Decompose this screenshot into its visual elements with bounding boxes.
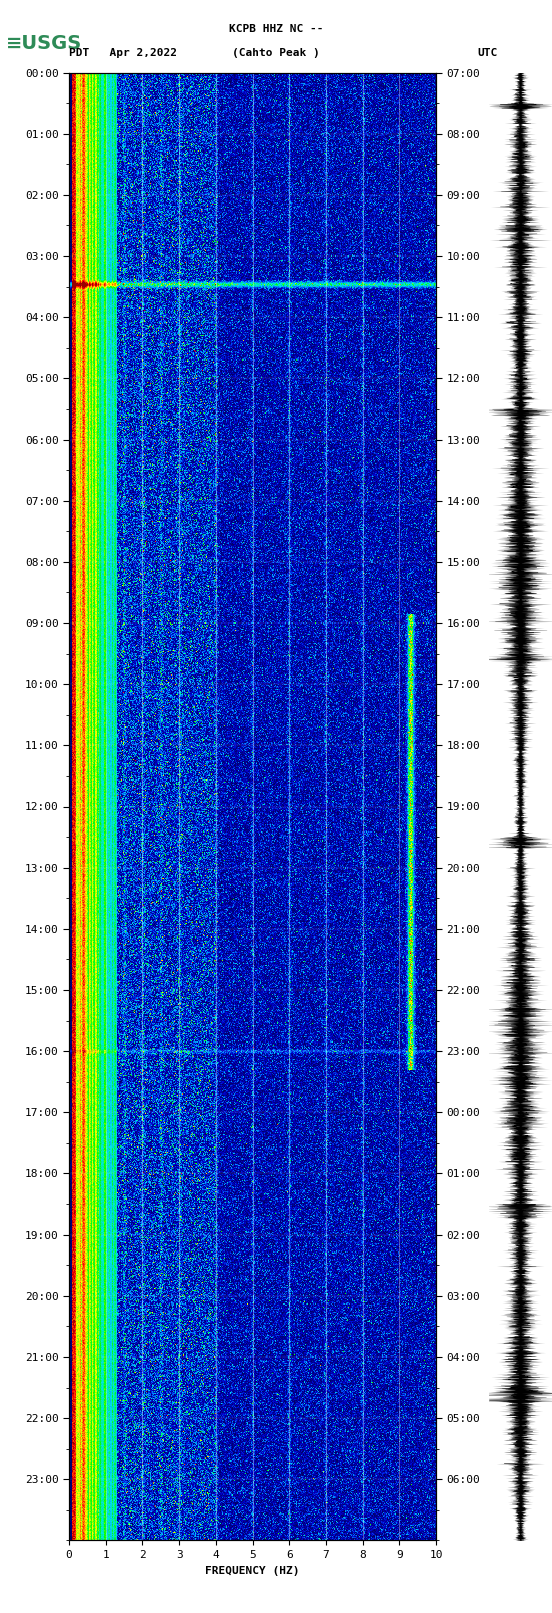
Text: KCPB HHZ NC --: KCPB HHZ NC --	[229, 24, 323, 34]
Text: ≡USGS: ≡USGS	[6, 34, 82, 53]
Text: UTC: UTC	[477, 48, 498, 58]
X-axis label: FREQUENCY (HZ): FREQUENCY (HZ)	[205, 1566, 300, 1576]
Text: PDT   Apr 2,2022: PDT Apr 2,2022	[69, 48, 177, 58]
Text: (Cahto Peak ): (Cahto Peak )	[232, 48, 320, 58]
